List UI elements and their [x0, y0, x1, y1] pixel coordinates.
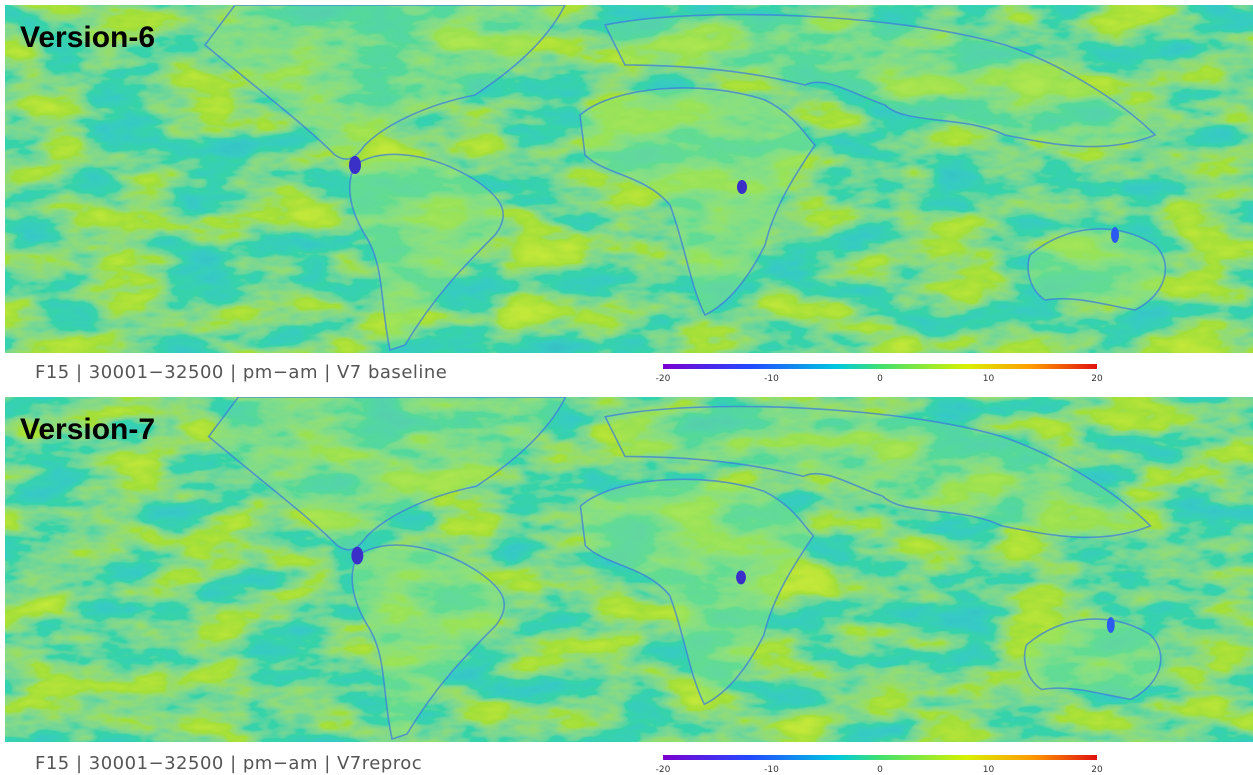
colorbar-tick-label: -10: [764, 765, 779, 775]
colorbar-tick-label: -10: [764, 374, 779, 384]
panel-title: Version-6: [20, 21, 155, 54]
caption: F15 | 30001−32500 | pm−am | V7 baseline: [35, 362, 447, 383]
colorbar-tick-label: 0: [877, 765, 883, 775]
colorbar-tick-label: 10: [983, 765, 995, 775]
page: Version-6 F15 | 30001−32500 | pm−am | V7 …: [0, 0, 1253, 775]
colorbar-tick-label: 20: [1091, 765, 1103, 775]
panel: Version-7 F15 | 30001−32500 | pm−am | V7r…: [5, 397, 1253, 775]
panel: Version-6 F15 | 30001−32500 | pm−am | V7 …: [5, 5, 1253, 384]
colorbar-tick-label: 0: [877, 374, 883, 384]
colorbar-tick-label: -20: [656, 374, 671, 384]
colorbar-tick-label: 10: [983, 374, 995, 384]
colorbar-tick-label: 20: [1091, 374, 1103, 384]
colorbar-tick-label: -20: [656, 765, 671, 775]
colorbar: [663, 364, 1097, 369]
caption: F15 | 30001−32500 | pm−am | V7reproc: [35, 753, 422, 774]
colorbar: [663, 755, 1097, 760]
panel-title: Version-7: [20, 413, 155, 446]
